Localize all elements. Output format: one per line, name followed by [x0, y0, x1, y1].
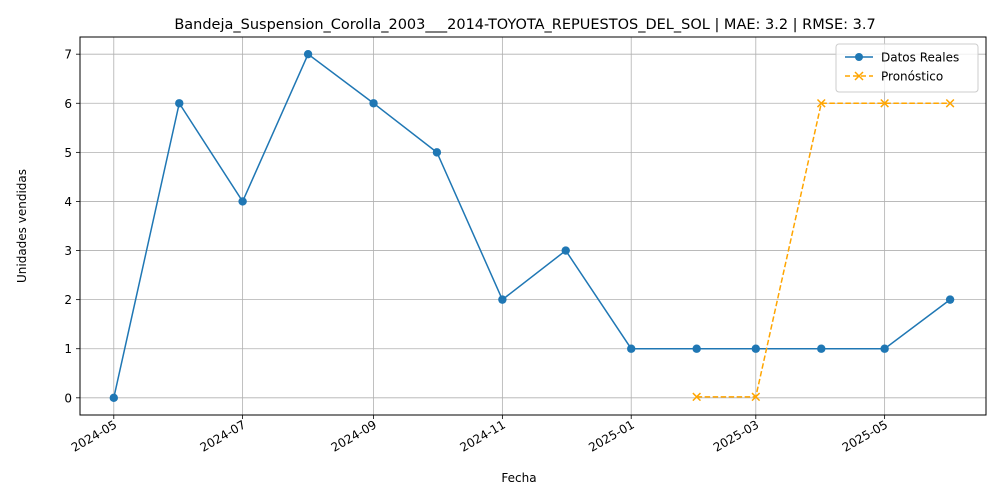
series-line-real — [113, 53, 951, 398]
data-point-real — [817, 344, 826, 353]
y-tick-label: 7 — [64, 48, 72, 62]
y-tick-label: 1 — [64, 342, 72, 356]
x-axis-label: Fecha — [501, 471, 536, 485]
series-layer — [109, 49, 955, 403]
data-point-forecast — [692, 392, 702, 402]
y-axis-label: Unidades vendidas — [15, 169, 29, 283]
x-tick-label: 2024-09 — [329, 417, 379, 454]
data-point-forecast — [945, 98, 955, 108]
legend-entry-real: Datos Reales — [845, 51, 959, 65]
data-point-forecast — [816, 98, 826, 108]
legend-label-forecast: Pronóstico — [881, 70, 943, 84]
data-point-real — [303, 49, 313, 59]
data-point-real — [109, 393, 118, 403]
data-point-real — [238, 197, 247, 206]
data-point-real — [175, 99, 184, 108]
data-point-real — [880, 344, 889, 353]
data-point-real — [751, 344, 761, 353]
data-point-real — [945, 295, 955, 304]
data-point-real — [432, 148, 442, 157]
x-tick-label: 2025-03 — [711, 417, 761, 454]
x-tick-label: 2024-05 — [69, 417, 119, 454]
legend-label-real: Datos Reales — [881, 51, 959, 65]
x-tick-label: 2025-05 — [840, 417, 890, 454]
x-tick-label: 2024-07 — [198, 417, 248, 454]
legend-entry-forecast: Pronóstico — [845, 70, 943, 84]
legend-marker-forecast — [854, 71, 864, 81]
series-line-forecast — [696, 102, 951, 398]
legend-box — [835, 43, 979, 93]
data-point-real — [498, 295, 507, 304]
legend: Datos Reales Pronóstico — [835, 43, 979, 93]
y-tick-label: 0 — [64, 391, 72, 405]
x-tick-label: 2025-01 — [586, 417, 636, 454]
data-point-real — [369, 99, 378, 108]
y-tick-label: 4 — [64, 195, 72, 209]
y-axis: 0 1 2 3 4 5 6 7 — [64, 48, 80, 405]
y-tick-label: 6 — [64, 97, 72, 111]
data-point-forecast — [751, 392, 761, 402]
y-tick-label: 5 — [64, 146, 72, 160]
y-tick-label: 2 — [64, 293, 72, 307]
plot-frame — [79, 36, 987, 416]
y-tick-label: 3 — [64, 244, 72, 258]
data-point-real — [561, 246, 570, 255]
grid — [80, 37, 986, 415]
data-point-real — [627, 344, 636, 353]
data-point-forecast — [880, 98, 889, 108]
x-tick-label: 2024-11 — [457, 417, 507, 454]
chart-title: Bandeja_Suspension_Corolla_2003___2014-T… — [174, 17, 875, 33]
x-axis: 2024-05 2024-07 2024-09 2024-11 2025-01 2025-… — [69, 415, 890, 455]
legend-marker-real — [855, 53, 863, 61]
data-point-real — [692, 344, 701, 353]
